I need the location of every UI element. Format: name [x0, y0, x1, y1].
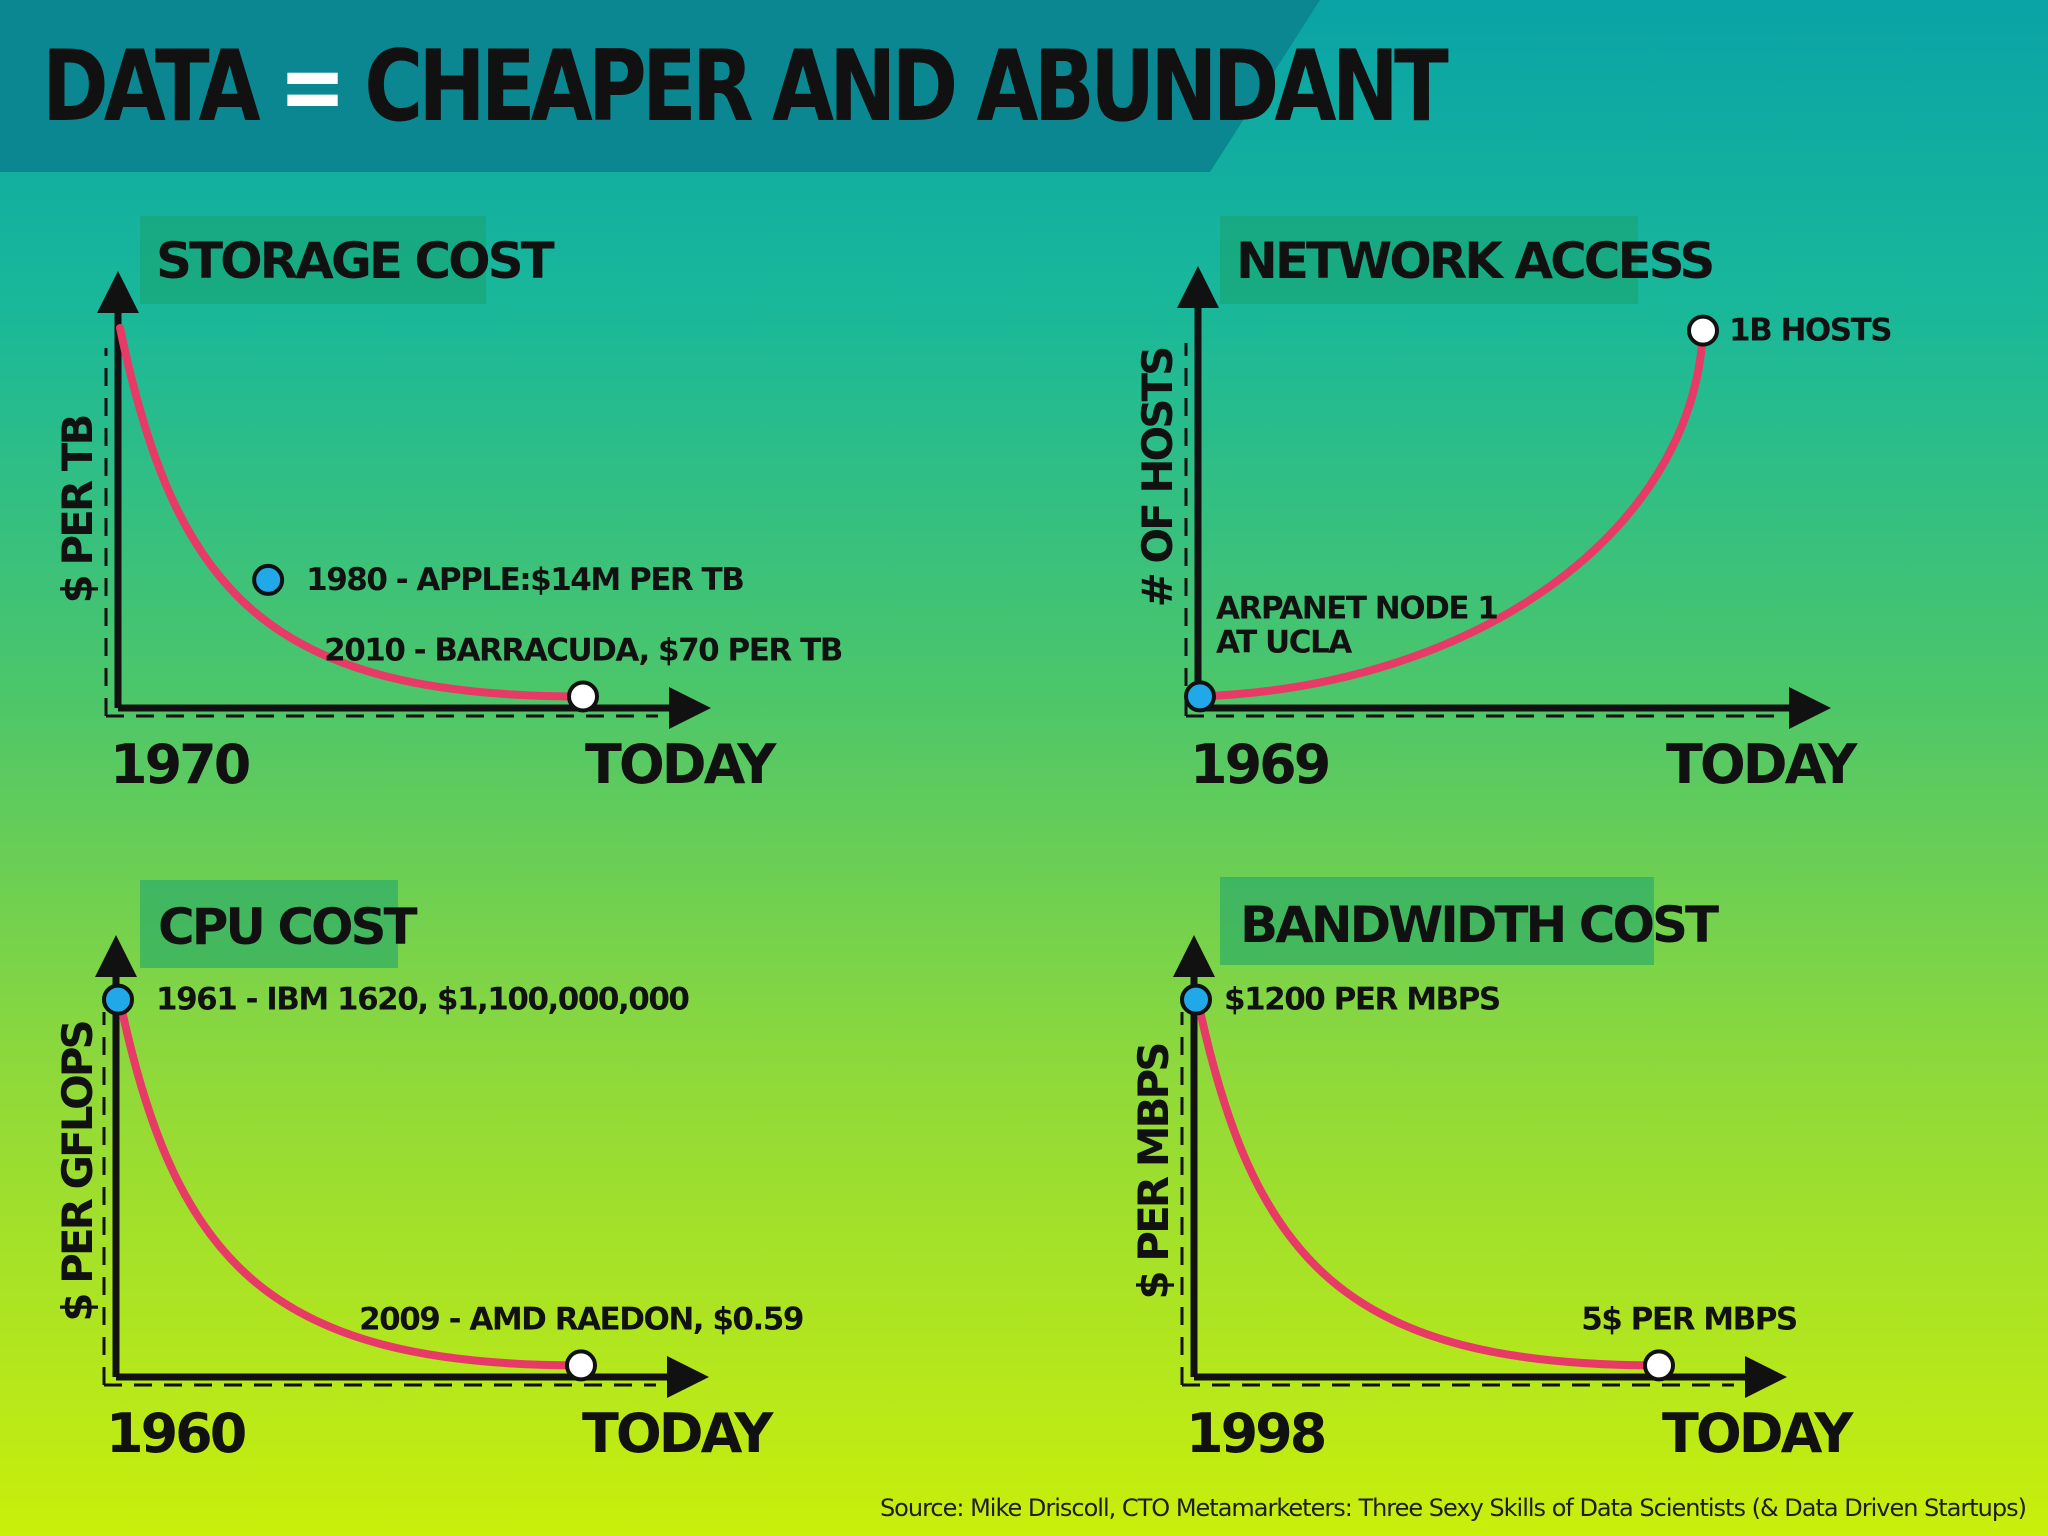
- data-label: 5$ PER MBPS: [1581, 1301, 1797, 1337]
- data-label: 1B HOSTS: [1729, 313, 1891, 349]
- data-label: 1961 - IBM 1620, $1,100,000,000: [156, 982, 689, 1018]
- x-tick-label: 1960: [106, 1402, 245, 1465]
- chart-storage-cost: STORAGE COST $ PER TB 1970 TODAY 1980 - APPL…: [53, 216, 843, 796]
- title-band: [0, 0, 1320, 172]
- trend-curve: [116, 324, 587, 701]
- end-marker: [565, 1349, 597, 1382]
- trend-curve: [114, 988, 585, 1370]
- end-marker: [567, 680, 599, 713]
- start-marker: [1180, 983, 1212, 1016]
- y-axis-label: $ PER GFLOPS: [53, 1022, 102, 1322]
- chart-title: STORAGE COST: [156, 232, 555, 290]
- chart-title: BANDWIDTH COST: [1240, 896, 1719, 954]
- data-label: 2009 - AMD RAEDON, $0.59: [359, 1301, 803, 1337]
- x-tick-label: TODAY: [585, 733, 777, 796]
- start-marker: [1184, 680, 1216, 713]
- y-axis-label: $ PER TB: [53, 416, 102, 604]
- x-tick-label: TODAY: [1662, 1402, 1854, 1465]
- source-citation: Source: Mike Driscoll, CTO Metamarketers…: [879, 1494, 2027, 1522]
- chart-title-box: [1220, 877, 1654, 965]
- data-label: $1200 PER MBPS: [1224, 982, 1500, 1018]
- start-marker: [102, 983, 134, 1016]
- x-tick-label: 1970: [110, 733, 249, 796]
- y-axis-label: $ PER MBPS: [1129, 1044, 1178, 1300]
- data-label: 1980 - APPLE:$14M PER TB: [306, 562, 743, 598]
- trend-curve: [1192, 988, 1663, 1370]
- title-right: CHEAPER AND ABUNDANT: [364, 30, 1449, 144]
- chart-title: CPU COST: [158, 898, 418, 956]
- trend-curve: [1196, 326, 1707, 701]
- chart-title-box: [140, 216, 486, 304]
- title-equals: =: [278, 30, 346, 144]
- start-marker: [252, 563, 285, 596]
- page-title: DATA = CHEAPER AND ABUNDANT: [42, 30, 1449, 144]
- x-tick-label: 1998: [1186, 1402, 1325, 1465]
- chart-cpu-cost: CPU COST $ PER GFLOPS 1960 TODAY 1961 - IBM …: [53, 880, 804, 1465]
- data-label: AT UCLA: [1216, 624, 1352, 660]
- x-tick-label: 1969: [1190, 733, 1329, 796]
- data-label: 2010 - BARRACUDA, $70 PER TB: [324, 632, 842, 668]
- chart-bandwidth-cost: BANDWIDTH COST $ PER MBPS 1998 TODAY $1200 P…: [1129, 877, 1857, 1465]
- chart-title-box: [1220, 216, 1638, 304]
- end-marker: [1643, 1349, 1675, 1382]
- data-label: ARPANET NODE 1: [1216, 590, 1497, 626]
- y-axis-label: # OF HOSTS: [1133, 348, 1182, 608]
- title-left: DATA: [42, 30, 261, 144]
- x-tick-label: TODAY: [582, 1402, 774, 1465]
- x-tick-label: TODAY: [1666, 733, 1858, 796]
- chart-network-access: NETWORK ACCESS # OF HOSTS 1969 TODAY ARPANET…: [1133, 216, 1893, 796]
- chart-title-box: [140, 880, 398, 968]
- chart-title: NETWORK ACCESS: [1236, 232, 1712, 290]
- end-marker: [1687, 314, 1719, 347]
